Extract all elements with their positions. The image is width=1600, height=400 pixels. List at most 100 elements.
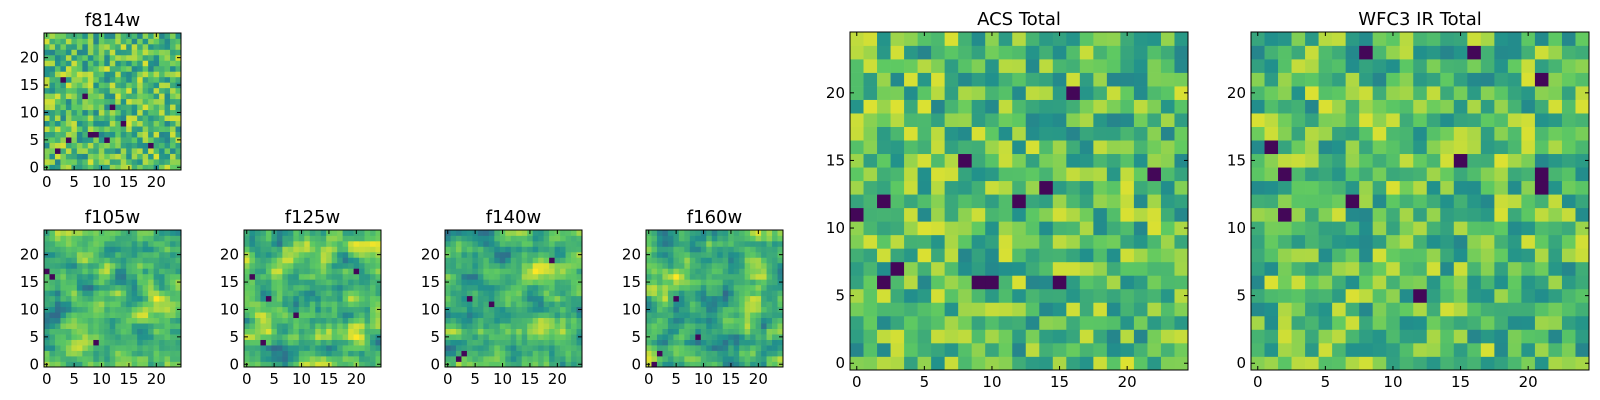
heatmap-cell (1160, 140, 1175, 155)
heatmap-cell (678, 246, 685, 253)
heatmap-cell (115, 87, 122, 94)
heatmap-cell (87, 164, 94, 171)
heatmap-cell (1278, 207, 1292, 222)
heatmap-cell (505, 284, 512, 291)
heatmap-cell (576, 290, 583, 297)
heatmap-cell (148, 82, 154, 89)
heatmap-cell (287, 301, 294, 308)
heatmap-cell (684, 350, 691, 357)
heatmap-cell (342, 240, 349, 247)
heatmap-cell (65, 164, 72, 171)
heatmap-cell (104, 115, 111, 122)
heatmap-cell (159, 159, 165, 165)
heatmap-cell (60, 251, 67, 258)
heatmap-cell (76, 356, 83, 362)
heatmap-cell (159, 126, 165, 132)
heatmap-cell (1120, 329, 1135, 344)
heatmap-cell (126, 38, 133, 45)
heatmap-cell (71, 71, 78, 78)
heatmap-cell (282, 235, 289, 242)
heatmap-cell (364, 301, 371, 308)
heatmap-cell (60, 120, 67, 127)
heatmap-cell (1012, 32, 1027, 46)
heatmap-cell (76, 38, 83, 45)
heatmap-cell (1305, 180, 1319, 195)
heatmap-cell (667, 317, 674, 324)
heatmap-cell (249, 312, 256, 319)
heatmap-cell (1386, 153, 1401, 168)
heatmap-cell (684, 317, 691, 324)
heatmap-cell (54, 164, 61, 171)
heatmap-cell (1440, 261, 1455, 276)
x-tick-label: 20 (749, 370, 768, 388)
heatmap-cell (706, 295, 713, 302)
heatmap-cell (93, 246, 100, 253)
heatmap-cell (370, 361, 376, 368)
heatmap-cell (722, 350, 729, 357)
heatmap-cell (159, 49, 165, 56)
heatmap-cell (120, 38, 127, 45)
heatmap-cell (244, 273, 250, 280)
heatmap-cell (1052, 59, 1067, 73)
heatmap-cell (331, 257, 338, 264)
heatmap-cell (706, 345, 713, 351)
heatmap-cell (1052, 99, 1067, 114)
heatmap-cell (571, 323, 577, 329)
heatmap-cell (260, 279, 267, 286)
heatmap-cell (728, 279, 735, 286)
heatmap-cell (309, 235, 316, 242)
heatmap-cell (1251, 113, 1265, 127)
x-tick-label: 5 (1321, 373, 1331, 391)
heatmap-cell (337, 301, 343, 308)
heatmap-cell (1251, 248, 1265, 263)
heatmap-cell (488, 230, 495, 236)
heatmap-cell (850, 302, 864, 317)
heatmap-cell (353, 334, 360, 340)
heatmap-cell (170, 284, 176, 291)
heatmap-cell (115, 284, 122, 291)
heatmap-cell (175, 71, 182, 78)
heatmap-cell (82, 301, 89, 308)
heatmap-cell (109, 126, 116, 132)
heatmap-cell (445, 345, 451, 351)
heatmap-cell (170, 109, 176, 116)
heatmap-cell (904, 207, 918, 222)
heatmap-cell (170, 350, 176, 357)
heatmap-cell (450, 328, 457, 335)
heatmap-cell (560, 295, 566, 302)
heatmap-cell (131, 65, 138, 72)
heatmap-cell (49, 142, 56, 149)
heatmap-cell (455, 345, 462, 351)
heatmap-cell (304, 268, 311, 275)
heatmap-cell (772, 295, 778, 302)
heatmap-cell (1291, 315, 1306, 330)
heatmap-cell (1278, 126, 1292, 141)
heatmap-cell (706, 350, 713, 357)
heatmap-cell (1160, 86, 1175, 100)
y-tick-label: 15 (220, 273, 239, 291)
heatmap-cell (153, 295, 160, 302)
heatmap-cell (1052, 45, 1067, 60)
heatmap-cell (1291, 207, 1306, 222)
heatmap-cell (750, 257, 756, 264)
heatmap-cell (1079, 72, 1094, 87)
heatmap-cell (159, 290, 165, 297)
heatmap-cell (170, 71, 176, 78)
heatmap-cell (944, 248, 959, 263)
heatmap-cell (137, 323, 143, 329)
heatmap-cell (706, 334, 713, 340)
heatmap-cell (1264, 140, 1279, 155)
heatmap-cell (739, 317, 745, 324)
heatmap-cell (109, 361, 116, 368)
heatmap-cell (254, 334, 261, 340)
heatmap-cell (1093, 234, 1108, 249)
heatmap-cell (772, 317, 778, 324)
heatmap-cell (142, 301, 149, 308)
heatmap-cell (1521, 288, 1536, 303)
heatmap-cell (445, 317, 451, 324)
heatmap-cell (93, 104, 100, 111)
heatmap-cell (175, 142, 182, 149)
heatmap-cell (1160, 302, 1175, 317)
heatmap-cell (1372, 72, 1387, 87)
heatmap-cell (104, 295, 111, 302)
